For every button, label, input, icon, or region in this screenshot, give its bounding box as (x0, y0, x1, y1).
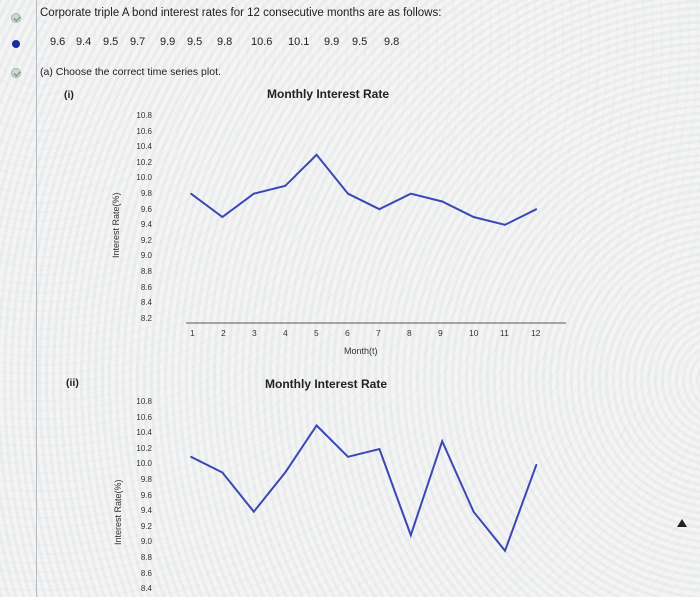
chart-2-point-9 (441, 440, 444, 442)
chart-2-y-tick: 8.6 (140, 568, 152, 578)
chart-2-point-11 (504, 550, 506, 552)
chart-1-point-7 (378, 208, 381, 211)
chart-1-y-tick: 8.8 (140, 267, 152, 276)
chart-1-x-tick: 6 (345, 328, 350, 338)
chart-2-point-10 (472, 510, 475, 513)
chart-2-point-7 (378, 448, 381, 450)
chart-2-y-tick: 8.8 (140, 553, 152, 562)
chart-1-y-tick: 8.6 (140, 282, 152, 292)
value-3: 9.5 (103, 36, 119, 48)
chart-1-y-tick: 9.0 (140, 251, 152, 261)
value-1: 9.6 (50, 36, 66, 48)
chart-1-x-tick: 4 (283, 328, 288, 338)
chart-2-point-4 (284, 471, 287, 474)
value-5: 9.9 (160, 36, 176, 48)
chart-1-y-tick: 9.2 (140, 235, 152, 245)
chart-1-point-10 (472, 216, 475, 218)
chart-1-point-5 (315, 154, 318, 156)
value-10: 9.9 (324, 36, 340, 48)
chart-1-point-4 (284, 185, 287, 187)
chart-1-x-tick: 2 (221, 328, 226, 338)
chart-1-y-tick: 9.4 (140, 220, 152, 230)
chart-2-y-tick: 10.2 (136, 443, 152, 453)
value-8: 10.6 (251, 36, 273, 48)
chart-1-x-tick: 5 (314, 328, 319, 338)
left-rail (0, 0, 37, 597)
chart-1-x-tick: 12 (531, 328, 541, 338)
chart-1-y-tick: 10.0 (136, 173, 152, 183)
chart-1-y-tick: 10.2 (136, 157, 152, 167)
chart-1-point-9 (441, 200, 444, 203)
chart-1-point-1 (190, 192, 192, 195)
rail-divider (36, 0, 37, 597)
chart-2-y-tick: 10.4 (136, 428, 152, 438)
chart-2-y-tick: 10.8 (136, 397, 152, 406)
chart-1-y-tick: 8.4 (140, 298, 152, 308)
value-9: 10.1 (288, 36, 310, 48)
chart-2-point-8 (410, 534, 412, 536)
chart-2-y-tick: 9.4 (140, 506, 152, 516)
chart-1-x-tick: 10 (469, 328, 479, 338)
value-12: 9.8 (384, 36, 400, 48)
chart-2-point-3 (253, 510, 255, 513)
chart-2-point-2 (221, 471, 224, 474)
chart-1-y-tick: 9.6 (140, 204, 152, 214)
chart-1-x-tick: 9 (438, 328, 443, 338)
chart-2-option-label[interactable]: (ii) (66, 377, 79, 389)
chart-1-point-3 (253, 192, 255, 195)
value-4: 9.7 (130, 36, 146, 48)
chart-1-point-8 (410, 192, 412, 195)
chart-1-x-tick: 1 (190, 328, 195, 338)
chart-1-title: Monthly Interest Rate (267, 87, 390, 101)
check-icon (11, 68, 21, 78)
current-step-dot-icon (12, 40, 20, 48)
chart-1-y-tick: 10.8 (136, 111, 152, 120)
chart-2-point-1 (190, 456, 192, 458)
chart-2-y-tick: 9.2 (140, 521, 152, 531)
chart-1-point-12 (535, 208, 538, 211)
value-7: 9.8 (217, 36, 233, 48)
chart-2-point-6 (347, 456, 349, 458)
chart-2-point-12 (535, 463, 538, 466)
value-11: 9.5 (352, 36, 368, 48)
chart-2-y-tick: 10.6 (136, 412, 152, 422)
chart-2-y-tick: 9.8 (140, 475, 152, 484)
chart-1-x-axis-label: Month(t) (344, 346, 378, 356)
chart-1-option-label[interactable]: (i) (64, 89, 74, 101)
chart-1-x-tick: 11 (500, 328, 509, 338)
chart-1-x-tick: 8 (407, 328, 412, 338)
question-text: Corporate triple A bond interest rates f… (40, 7, 442, 19)
chart-1-x-tick: 7 (376, 328, 381, 338)
chart-2-plot-area (190, 423, 538, 553)
chart-1-y-tick: 10.6 (136, 126, 152, 136)
chart-2-y-tick: 8.4 (140, 584, 152, 594)
chart-2-y-tick: 9.6 (140, 490, 152, 500)
value-6: 9.5 (187, 36, 203, 48)
chart-2-title: Monthly Interest Rate (265, 377, 388, 391)
chart-2-y-tick: 10.0 (136, 459, 152, 469)
chart-1-point-6 (347, 192, 349, 195)
chart-1-y-tick: 10.4 (136, 142, 152, 152)
part-a-prompt: (a) Choose the correct time series plot. (40, 66, 221, 78)
chart-1-plot-area (190, 153, 538, 226)
chart-1-point-2 (221, 216, 224, 218)
chart-1-series-line (190, 153, 537, 226)
chart-2-y-tick: 9.0 (140, 537, 152, 547)
chart-1-point-11 (504, 223, 506, 226)
mouse-cursor-icon (677, 519, 687, 527)
chart-1-x-tick: 3 (252, 328, 257, 338)
chart-1-y-tick: 8.2 (140, 313, 152, 323)
chart-2-series-line (190, 423, 538, 553)
value-2: 9.4 (76, 36, 92, 48)
chart-2-point-5 (315, 424, 318, 427)
chart-1-y-tick: 9.8 (140, 189, 152, 198)
check-icon (11, 13, 21, 23)
